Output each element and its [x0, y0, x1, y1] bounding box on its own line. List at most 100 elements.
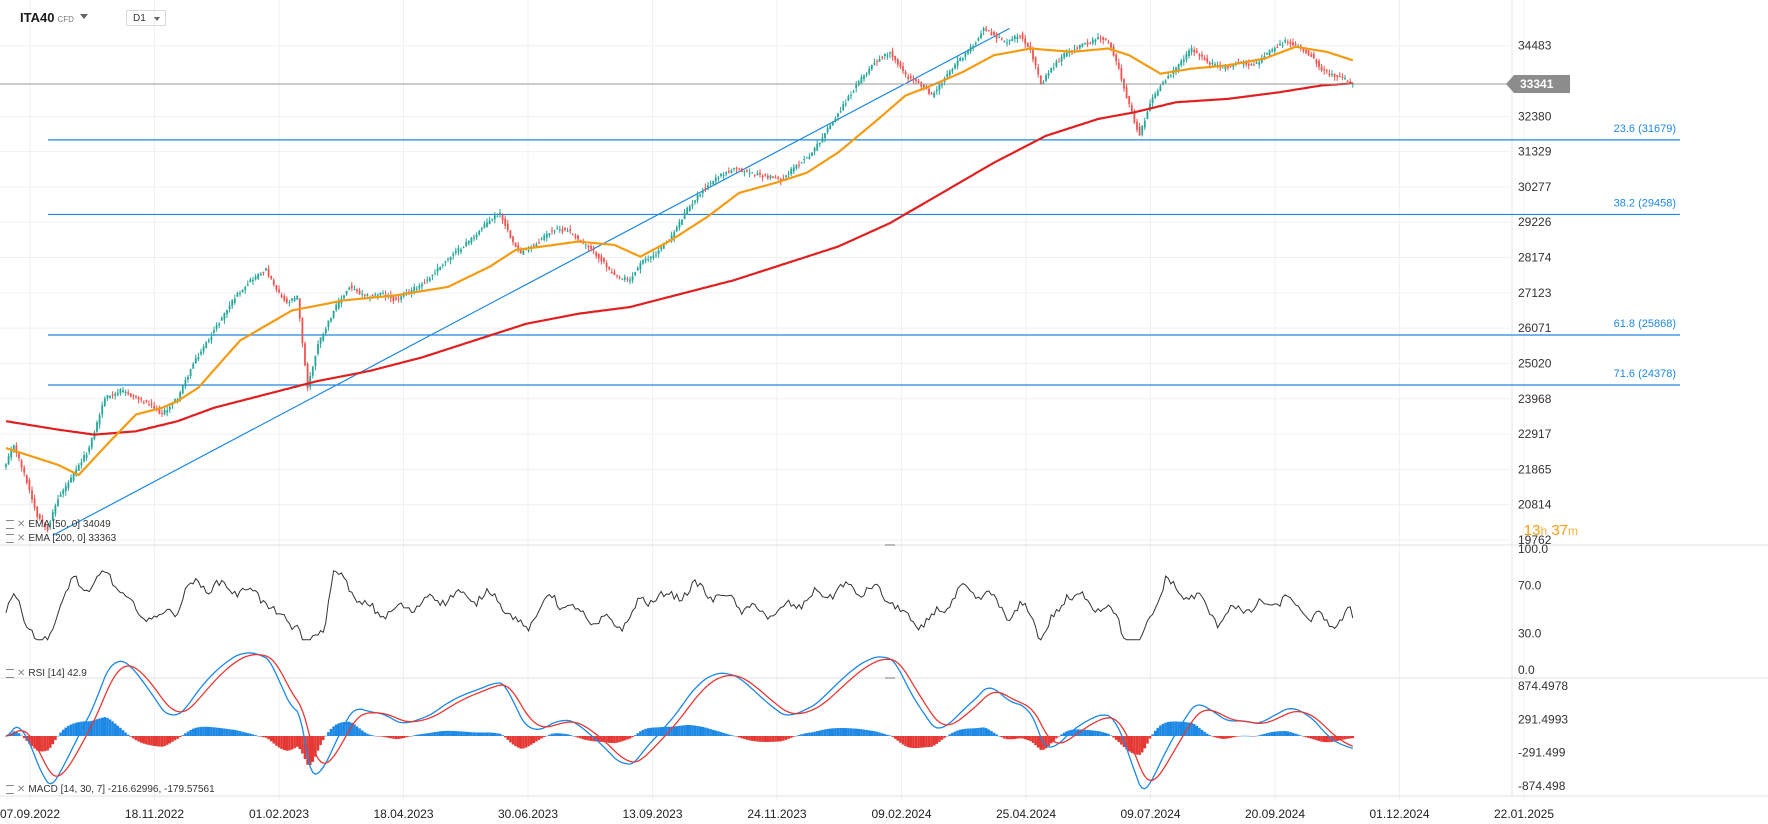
candle-body [314, 355, 317, 367]
timeframe-select[interactable]: D1 [126, 10, 166, 26]
candle-body [595, 252, 598, 257]
settings-icon[interactable] [6, 784, 14, 794]
settings-icon[interactable] [6, 533, 14, 543]
close-icon[interactable]: ✕ [17, 519, 26, 530]
settings-icon[interactable] [6, 519, 14, 529]
macd-histogram-bar [360, 730, 364, 736]
candle-body [148, 404, 150, 406]
macd-histogram-bar [672, 726, 676, 736]
macd-histogram-bar [602, 736, 606, 743]
candle-body [5, 464, 7, 467]
symbol-selector[interactable]: ITA40 CFD [20, 10, 74, 25]
macd-histogram-bar [1023, 736, 1027, 740]
macd-histogram-bar [194, 727, 198, 736]
candle-body [946, 73, 949, 77]
candle-body [699, 194, 702, 197]
candle-body [1011, 38, 1014, 41]
countdown-minutes: 37 [1551, 522, 1568, 539]
candle-body [392, 296, 395, 302]
legend-ema50[interactable]: ✕ EMA [50, 0] 34049 [6, 519, 111, 530]
candle-body [475, 234, 478, 238]
candle-body [717, 177, 720, 179]
candle-body [743, 171, 746, 173]
macd-histogram-bar [272, 736, 276, 744]
candle-body [124, 392, 127, 394]
candle-body [766, 175, 769, 179]
macd-histogram-bar [1156, 727, 1160, 736]
candle-body [98, 415, 101, 425]
candle-body [1125, 87, 1128, 99]
macd-histogram-bar [901, 736, 905, 745]
candle-body [441, 264, 444, 266]
macd-histogram-bar [329, 728, 333, 736]
close-icon[interactable]: ✕ [17, 533, 26, 544]
candle-body [88, 447, 91, 452]
macd-histogram-bar [1078, 729, 1082, 736]
legend-ema200[interactable]: ✕ EMA [200, 0] 33363 [6, 533, 116, 544]
candle-body [18, 453, 20, 459]
fibonacci-level-label: 61.8 (25868) [1614, 318, 1676, 330]
candle-body [1000, 38, 1003, 40]
macd-histogram-bar [1140, 736, 1144, 753]
macd-histogram-bar [95, 719, 99, 736]
macd-histogram-bar [134, 736, 138, 741]
candle-body [1188, 50, 1190, 57]
candle-body [1143, 120, 1146, 128]
candle-body [792, 167, 795, 172]
candle-body [902, 66, 904, 72]
candle-body [90, 438, 93, 448]
candle-body [1258, 62, 1261, 65]
macd-histogram-bar [410, 735, 413, 737]
candle-body [1266, 52, 1268, 55]
macd-histogram-bar [1060, 734, 1063, 736]
candle-body [1039, 75, 1042, 84]
candle-body [917, 80, 920, 83]
candle-body [296, 295, 299, 300]
macd-histogram-bar [511, 736, 515, 745]
x-tick-label: 25.04.2024 [996, 807, 1056, 821]
candle-body [587, 245, 590, 248]
price-axis-tick-label: 30277 [1518, 180, 1552, 194]
close-icon[interactable]: ✕ [17, 784, 26, 795]
macd-histogram-bar [646, 728, 650, 736]
macd-histogram-bar [1062, 732, 1066, 736]
macd-histogram-bar [1348, 736, 1352, 739]
macd-histogram-bar [688, 725, 692, 736]
symbol-dropdown-icon[interactable] [80, 14, 88, 19]
candle-body [49, 522, 52, 528]
legend-macd[interactable]: ✕ MACD [14, 30, 7] -216.62996, -179.57561 [6, 784, 215, 795]
macd-histogram-bar [1195, 725, 1199, 736]
price-axis-tick-label: 31329 [1518, 145, 1552, 159]
candle-body [1341, 76, 1344, 78]
legend-rsi[interactable]: ✕ RSI [14] 42.9 [6, 668, 87, 679]
x-tick-label: 01.02.2023 [249, 807, 309, 821]
candle-body [1045, 75, 1047, 81]
macd-histogram-bar [1101, 732, 1105, 736]
macd-histogram-bar [969, 728, 972, 736]
candle-body [327, 320, 330, 328]
settings-icon[interactable] [6, 668, 14, 678]
candle-body [335, 304, 338, 311]
candle-body [501, 214, 504, 221]
candle-body [376, 294, 379, 296]
last-price-label: 33341 [1520, 77, 1554, 91]
macd-histogram-bar [917, 736, 920, 748]
macd-histogram-bar [727, 734, 731, 736]
macd-histogram-bar [438, 731, 442, 736]
macd-histogram-bar [389, 736, 393, 739]
candle-body [915, 79, 917, 82]
candle-body [1180, 60, 1183, 65]
macd-axis-tick-label: -874.498 [1518, 779, 1566, 793]
candle-body [811, 152, 813, 157]
candle-body [1302, 49, 1305, 51]
candle-body [470, 237, 473, 243]
candle-body [1047, 72, 1050, 76]
macd-histogram-bar [867, 730, 871, 736]
candle-body [889, 52, 891, 54]
candle-body [421, 284, 423, 287]
close-icon[interactable]: ✕ [17, 668, 26, 679]
candle-body [1034, 56, 1037, 66]
macd-histogram-bar [514, 736, 517, 747]
candle-body [1052, 67, 1055, 69]
